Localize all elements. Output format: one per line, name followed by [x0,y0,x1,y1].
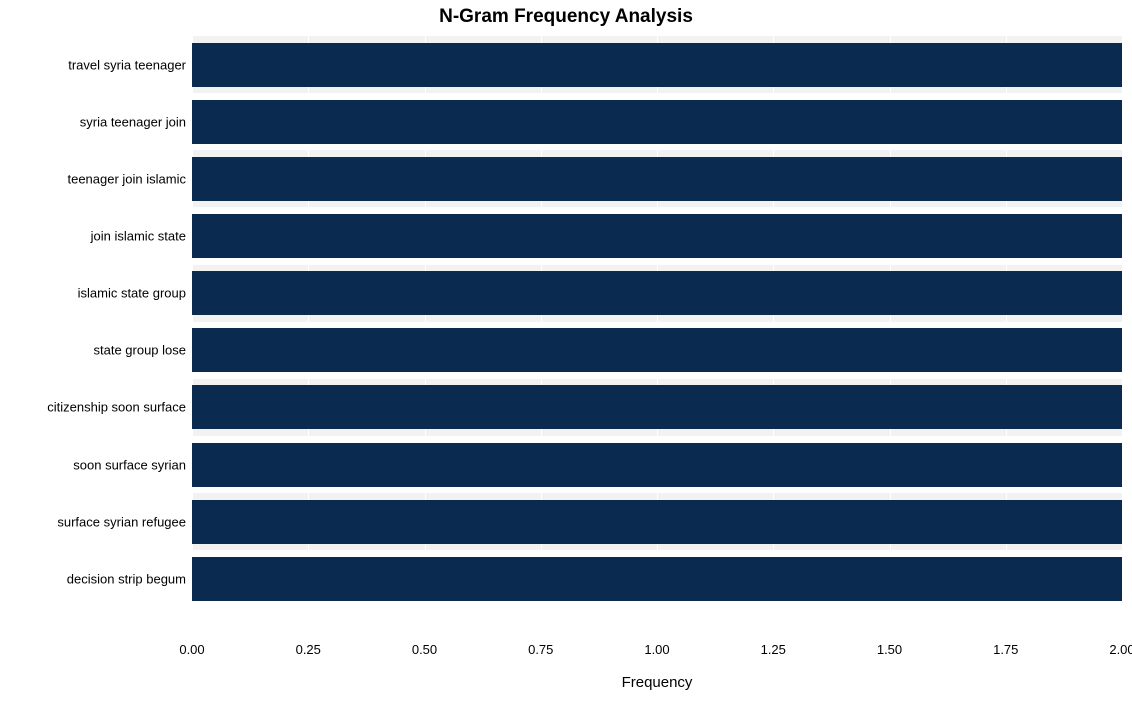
y-tick-label: surface syrian refugee [57,514,186,529]
bar [192,443,1122,487]
y-tick-label: islamic state group [78,286,186,301]
bar [192,500,1122,544]
x-tick-label: 1.75 [993,642,1018,657]
gridline [1122,36,1123,636]
x-tick-label: 1.00 [644,642,669,657]
x-tick-label: 0.00 [179,642,204,657]
x-tick-label: 1.50 [877,642,902,657]
x-tick-label: 2.00 [1109,642,1132,657]
y-tick-label: state group lose [93,343,186,358]
x-axis-label: Frequency [192,674,1122,691]
chart-title: N-Gram Frequency Analysis [0,6,1132,28]
bar [192,214,1122,258]
x-tick-label: 1.25 [761,642,786,657]
x-tick-label: 0.50 [412,642,437,657]
y-tick-label: syria teenager join [80,114,186,129]
x-tick-label: 0.25 [296,642,321,657]
y-tick-label: soon surface syrian [73,457,186,472]
bar [192,157,1122,201]
y-tick-label: join islamic state [91,229,186,244]
x-tick-label: 0.75 [528,642,553,657]
y-tick-label: teenager join islamic [67,171,186,186]
plot-area [192,36,1122,636]
chart-container: N-Gram Frequency Analysis travel syria t… [0,0,1132,701]
y-tick-label: citizenship soon surface [47,400,186,415]
bar [192,557,1122,601]
bar [192,100,1122,144]
y-tick-label: travel syria teenager [68,57,186,72]
bar [192,328,1122,372]
bar [192,271,1122,315]
bar [192,43,1122,87]
y-tick-label: decision strip begum [67,571,186,586]
bar [192,385,1122,429]
